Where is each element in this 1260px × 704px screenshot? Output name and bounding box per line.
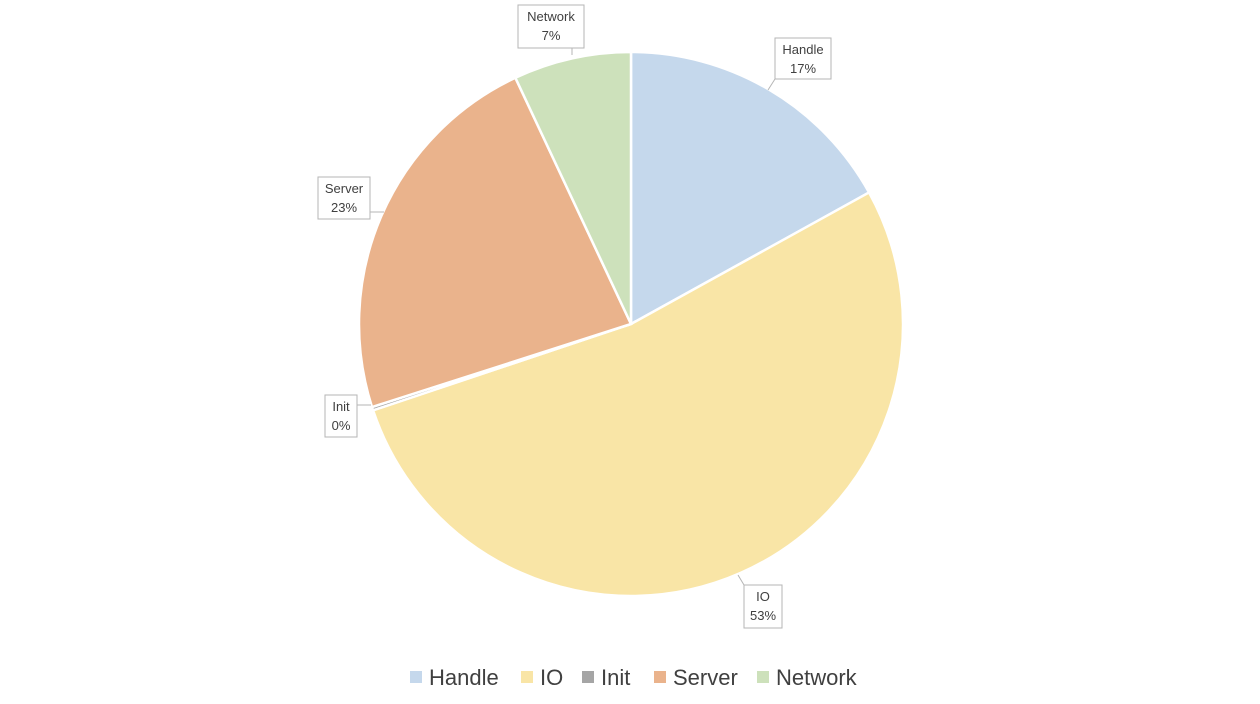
pie-slice-network [513, 50, 633, 325]
data-label-value: 53% [750, 608, 776, 623]
legend-label: IO [540, 665, 563, 690]
data-label-leader [767, 78, 776, 91]
legend-swatch [521, 671, 533, 683]
pie-slice-io [371, 190, 905, 598]
data-label-value: 17% [790, 61, 816, 76]
data-label-box [517, 4, 585, 49]
legend-swatch [582, 671, 594, 683]
data-label-category: Network [527, 9, 575, 24]
data-label-leader [737, 574, 745, 586]
data-label-category: Handle [782, 42, 823, 57]
legend-swatch [410, 671, 422, 683]
data-labels: Handle 17% IO 53% Init 0% Server 23% Network 7% [317, 4, 832, 629]
legend-item-io: IO [521, 665, 563, 690]
legend-item-network: Network [757, 665, 858, 690]
pie-slices [357, 50, 905, 598]
legend-label: Network [776, 665, 858, 690]
data-label-box [743, 584, 783, 629]
data-label-network: Network 7% [517, 4, 585, 55]
data-label-value: 23% [331, 200, 357, 215]
data-label-category: IO [756, 589, 770, 604]
data-label-init: Init 0% [324, 394, 371, 438]
legend-swatch [757, 671, 769, 683]
pie-slice-server [357, 76, 633, 409]
data-label-value: 0% [332, 418, 351, 433]
data-label-server: Server 23% [317, 176, 384, 220]
legend-label: Handle [429, 665, 499, 690]
data-label-box [324, 394, 358, 438]
data-label-box [774, 37, 832, 80]
pie-slice-handle [629, 50, 871, 327]
legend-swatch [654, 671, 666, 683]
legend-item-server: Server [654, 665, 738, 690]
data-label-category: Server [325, 181, 364, 196]
data-label-value: 7% [542, 28, 561, 43]
legend: Handle IO Init Server Network [410, 665, 858, 690]
legend-item-init: Init [582, 665, 630, 690]
legend-label: Init [601, 665, 630, 690]
legend-item-handle: Handle [410, 665, 499, 690]
data-label-box [317, 176, 371, 220]
data-label-category: Init [332, 399, 350, 414]
data-label-io: IO 53% [737, 574, 783, 629]
legend-label: Server [673, 665, 738, 690]
data-label-handle: Handle 17% [767, 37, 832, 91]
